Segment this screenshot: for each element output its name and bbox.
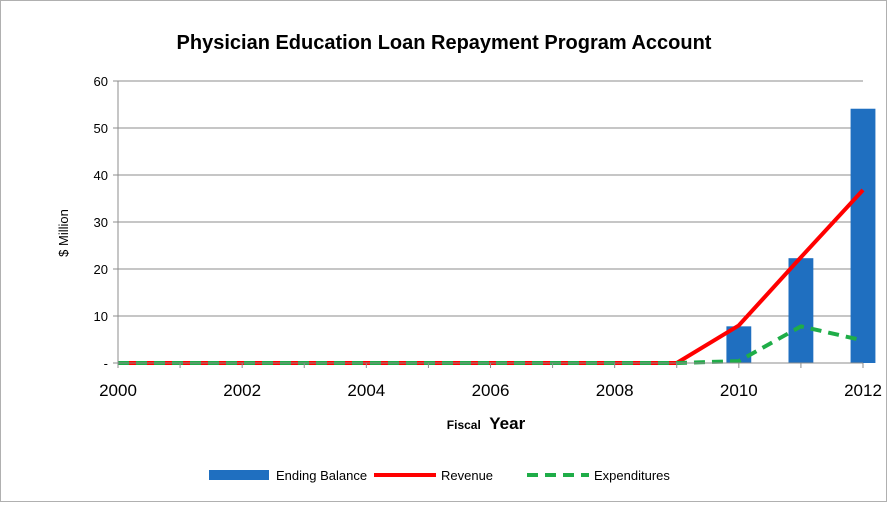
y-axis-label: $ Million (56, 209, 71, 257)
legend: Ending Balance Revenue Expenditures (209, 468, 670, 483)
legend-label: Ending Balance (276, 468, 367, 483)
x-axis-label: Fiscal Year (447, 414, 526, 433)
x-tick-label: 2004 (347, 381, 385, 400)
x-tick-label: 2006 (472, 381, 510, 400)
x-axis-label-small: Fiscal (447, 418, 481, 432)
y-tick-label: 10 (94, 309, 108, 324)
x-tick-label: 2010 (720, 381, 758, 400)
y-tick-label: - (104, 356, 108, 371)
line-expenditures (118, 324, 864, 365)
legend-label: Revenue (441, 468, 493, 483)
y-tick-label: 40 (94, 168, 108, 183)
x-tick-label: 2000 (99, 381, 137, 400)
x-tick-label: 2008 (596, 381, 634, 400)
chart-title: Physician Education Loan Repayment Progr… (177, 32, 712, 54)
x-axis-label-large: Year (489, 414, 525, 433)
bar-ending-balance (788, 258, 814, 363)
legend-swatch-ending-balance (209, 470, 269, 480)
legend-label: Expenditures (594, 468, 670, 483)
x-tick-label: 2002 (223, 381, 261, 400)
bar-ending-balance (850, 108, 876, 363)
y-tick-label: 20 (94, 262, 108, 277)
y-tick-label: 60 (94, 74, 108, 89)
y-tick-label: 30 (94, 215, 108, 230)
x-tick-label: 2012 (844, 381, 882, 400)
y-tick-label: 50 (94, 121, 108, 136)
